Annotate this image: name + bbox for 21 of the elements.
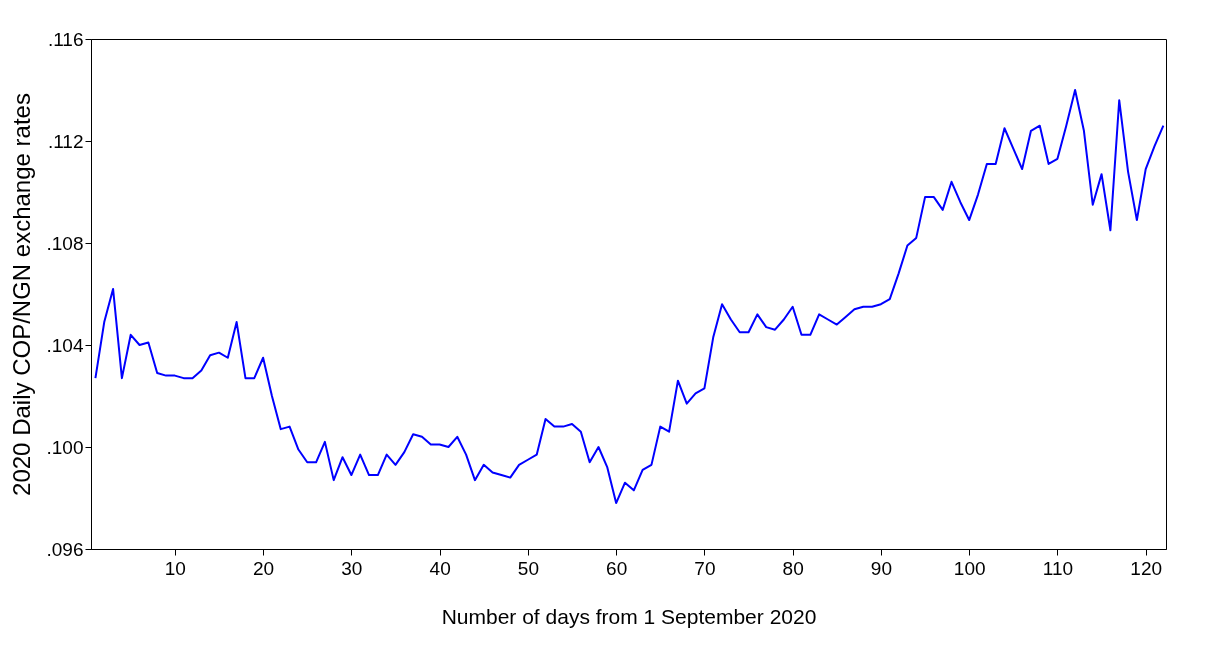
y-tick-label: .108 [46,232,84,254]
x-tick-label: 70 [694,557,716,579]
line-series [94,89,1165,505]
y-tick-label: .100 [46,436,84,458]
x-tick-label: 30 [341,557,363,579]
x-tick-label: 120 [1130,557,1163,579]
x-tick-label: 10 [164,557,186,579]
x-tick-label: 90 [870,557,892,579]
x-tick-label: 40 [429,557,451,579]
y-tick-label: .116 [47,28,84,50]
y-axis-title: 2020 Daily COP/NGN exchange rates [7,93,35,496]
y-tick-label: .112 [47,130,84,152]
x-tick-label: 110 [1042,557,1074,579]
y-tick-label: .104 [46,334,84,356]
y-tick-label: .096 [46,538,84,560]
x-tick-label: 80 [782,557,804,579]
x-tick-label: 60 [606,557,628,579]
x-tick-label: 20 [253,557,275,579]
x-tick-label: 50 [517,557,539,579]
x-axis-title: Number of days from 1 September 2020 [441,604,817,628]
x-tick-label: 100 [953,557,986,579]
